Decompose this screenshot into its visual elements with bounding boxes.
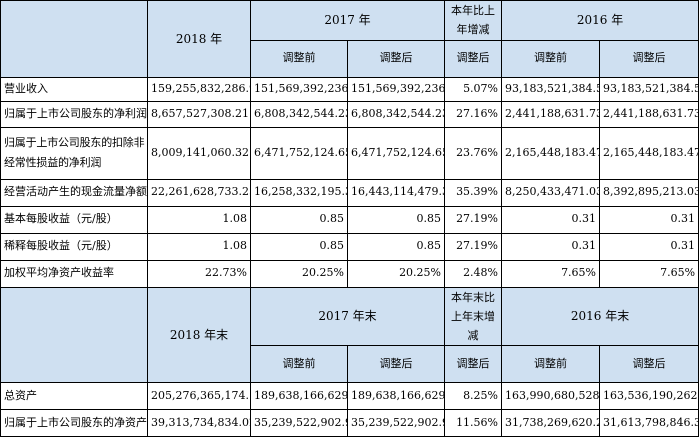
header1-2017-after: 调整后 bbox=[346, 39, 446, 78]
value-2016-before: 0.31 bbox=[501, 232, 601, 261]
value-2017-before: 0.85 bbox=[250, 232, 348, 261]
header1-col-2017: 2017 年 bbox=[249, 0, 446, 41]
value-2018: 22,261,628,733.25 bbox=[147, 178, 251, 207]
row-label: 稀释每股收益（元/股） bbox=[0, 232, 148, 261]
value-change: 27.19% bbox=[444, 205, 503, 234]
value-2018: 1.08 bbox=[147, 232, 251, 261]
value-2017-after: 35,239,522,902.94 bbox=[346, 409, 446, 437]
table-row: 经营活动产生的现金流量净额 22,261,628,733.25 16,258,3… bbox=[0, 178, 700, 207]
value-2017-after: 6,808,342,544.23 bbox=[346, 100, 446, 128]
value-2017-before: 6,471,752,124.65 bbox=[250, 126, 348, 180]
row-label: 加权平均净资产收益率 bbox=[0, 259, 148, 288]
value-2017-after: 0.85 bbox=[346, 232, 446, 261]
header2-col-2017: 2017 年末 bbox=[249, 286, 446, 347]
value-change: 35.39% bbox=[444, 178, 503, 207]
value-2016-after: 0.31 bbox=[599, 205, 700, 234]
table-row: 加权平均净资产收益率 22.73% 20.25% 20.25% 2.48% 7.… bbox=[0, 259, 700, 288]
header1-row-sub: 调整前 调整后 调整后 调整前 调整后 bbox=[1, 39, 700, 78]
value-2016-after: 163,536,190,262.14 bbox=[599, 382, 700, 411]
table-row: 基本每股收益（元/股） 1.08 0.85 0.85 27.19% 0.31 0… bbox=[0, 205, 700, 234]
header1-row-top: 2018 年 2017 年 本年比上年增减 2016 年 bbox=[0, 0, 700, 78]
value-change: 11.56% bbox=[444, 409, 503, 437]
value-2018: 159,255,832,286.92 bbox=[147, 76, 251, 102]
value-2016-before: 2,165,448,183.47 bbox=[501, 126, 601, 180]
value-2017-before: 189,638,166,629.52 bbox=[250, 382, 348, 411]
value-2016-before: 7.65% bbox=[501, 259, 601, 288]
header1-change-after: 调整后 bbox=[444, 39, 503, 78]
value-change: 23.76% bbox=[444, 126, 503, 180]
value-2017-before: 0.85 bbox=[250, 205, 348, 234]
value-2017-before: 16,258,332,195.39 bbox=[250, 178, 348, 207]
row-label: 归属于上市公司股东的净资产 bbox=[0, 409, 148, 437]
value-2017-before: 151,569,392,236.63 bbox=[250, 76, 348, 102]
value-2018: 39,313,734,834.02 bbox=[147, 409, 251, 437]
value-2016-before: 31,738,269,620.22 bbox=[501, 409, 601, 437]
row-label: 营业收入 bbox=[0, 76, 148, 102]
header1-2017-before: 调整前 bbox=[250, 39, 348, 78]
header1-col-change: 本年比上年增减 bbox=[444, 0, 503, 41]
value-2018: 1.08 bbox=[147, 205, 251, 234]
row-label: 经营活动产生的现金流量净额 bbox=[0, 178, 148, 207]
value-change: 2.48% bbox=[444, 259, 503, 288]
header2-col-2016: 2016 年末 bbox=[501, 286, 700, 347]
value-2016-before: 0.31 bbox=[501, 205, 601, 234]
value-2016-after: 31,613,798,846.31 bbox=[599, 409, 700, 437]
header2-2017-after: 调整后 bbox=[346, 345, 446, 384]
value-2016-after: 93,183,521,384.54 bbox=[599, 76, 700, 102]
value-2017-after: 6,471,752,124.65 bbox=[346, 126, 446, 180]
value-2016-after: 0.31 bbox=[599, 232, 700, 261]
header2-2016-before: 调整前 bbox=[501, 345, 601, 384]
header1-2016-after: 调整后 bbox=[599, 39, 700, 78]
header1-2016-before: 调整前 bbox=[501, 39, 601, 78]
table-row: 归属于上市公司股东的扣除非经常性损益的净利润 8,009,141,060.32 … bbox=[0, 126, 700, 180]
row-label: 总资产 bbox=[0, 382, 148, 411]
value-2017-after: 151,569,392,236.63 bbox=[346, 76, 446, 102]
value-2017-before: 6,808,342,544.23 bbox=[250, 100, 348, 128]
header2-col-2018: 2018 年末 bbox=[147, 286, 251, 384]
header2-blank-cell bbox=[0, 286, 148, 384]
value-2017-after: 20.25% bbox=[346, 259, 446, 288]
value-change: 27.19% bbox=[444, 232, 503, 261]
header2-2016-after: 调整后 bbox=[599, 345, 700, 384]
value-2016-before: 8,250,433,471.03 bbox=[501, 178, 601, 207]
value-2016-after: 2,165,448,183.47 bbox=[599, 126, 700, 180]
header2-col-change: 本年末比上年末增减 bbox=[444, 286, 503, 347]
table-row: 总资产 205,276,365,174.18 189,638,166,629.5… bbox=[0, 382, 700, 411]
header2-row-sub: 调整前 调整后 调整后 调整前 调整后 bbox=[1, 345, 700, 384]
row-label: 基本每股收益（元/股） bbox=[0, 205, 148, 234]
value-2018: 8,657,527,308.21 bbox=[147, 100, 251, 128]
value-change: 8.25% bbox=[444, 382, 503, 411]
value-2018: 22.73% bbox=[147, 259, 251, 288]
header1-col-2016: 2016 年 bbox=[501, 0, 700, 41]
value-2016-before: 93,183,521,384.54 bbox=[501, 76, 601, 102]
value-2017-after: 189,638,166,629.52 bbox=[346, 382, 446, 411]
value-2018: 205,276,365,174.18 bbox=[147, 382, 251, 411]
header1-blank-cell bbox=[0, 0, 148, 78]
table-row: 归属于上市公司股东的净利润 8,657,527,308.21 6,808,342… bbox=[0, 100, 700, 128]
value-2017-after: 0.85 bbox=[346, 205, 446, 234]
row-label: 归属于上市公司股东的扣除非经常性损益的净利润 bbox=[0, 126, 148, 180]
header2-row-top: 2018 年末 2017 年末 本年末比上年末增减 2016 年末 bbox=[0, 286, 700, 384]
value-2016-before: 163,990,680,528.94 bbox=[501, 382, 601, 411]
value-2017-before: 35,239,522,902.94 bbox=[250, 409, 348, 437]
table-row: 稀释每股收益（元/股） 1.08 0.85 0.85 27.19% 0.31 0… bbox=[0, 232, 700, 261]
row-label: 归属于上市公司股东的净利润 bbox=[0, 100, 148, 128]
table-row: 归属于上市公司股东的净资产 39,313,734,834.02 35,239,5… bbox=[0, 409, 700, 437]
value-2018: 8,009,141,060.32 bbox=[147, 126, 251, 180]
header2-2017-before: 调整前 bbox=[250, 345, 348, 384]
value-2017-after: 16,443,114,479.39 bbox=[346, 178, 446, 207]
value-2016-after: 2,441,188,631.73 bbox=[599, 100, 700, 128]
header1-col-2018: 2018 年 bbox=[147, 0, 251, 78]
value-2016-before: 2,441,188,631.73 bbox=[501, 100, 601, 128]
value-2016-after: 8,392,895,213.03 bbox=[599, 178, 700, 207]
value-2016-after: 7.65% bbox=[599, 259, 700, 288]
table-row: 营业收入 159,255,832,286.92 151,569,392,236.… bbox=[0, 76, 700, 102]
value-change: 5.07% bbox=[444, 76, 503, 102]
value-change: 27.16% bbox=[444, 100, 503, 128]
header2-change-after: 调整后 bbox=[444, 345, 503, 384]
value-2017-before: 20.25% bbox=[250, 259, 348, 288]
